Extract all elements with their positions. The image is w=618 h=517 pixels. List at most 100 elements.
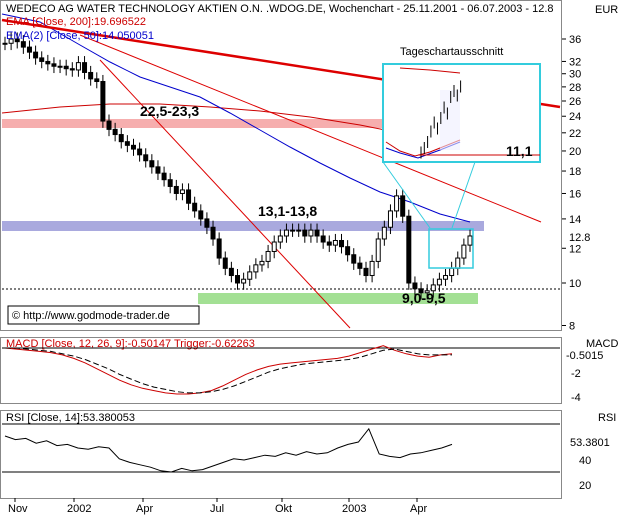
rsi-last-value: 53.3801: [570, 437, 610, 449]
trendline-mid: [79, 34, 542, 223]
rsi-tick: 40: [579, 455, 591, 467]
x-tick-label: Apr: [410, 503, 427, 515]
candle: [424, 290, 430, 294]
candle: [161, 172, 167, 181]
ema50-legend: EMA(2) [Close, 50]:14.050051: [6, 30, 154, 42]
candle: [339, 239, 345, 248]
candle: [100, 81, 106, 122]
candle: [290, 229, 296, 232]
price-tick-label: 20: [569, 146, 581, 158]
trendline-steep: [99, 59, 351, 329]
price-tick-label: 22: [569, 128, 581, 140]
candle: [412, 282, 418, 290]
price-tick-label: 12: [569, 243, 581, 255]
inset-price-bars: [420, 80, 462, 159]
candle: [308, 229, 314, 237]
candle: [26, 46, 32, 53]
candle: [461, 244, 467, 259]
candle: [82, 62, 88, 73]
candle: [296, 229, 302, 232]
rsi-axis-title: RSI: [598, 412, 616, 424]
macd-legend: MACD [Close, 12, 26, 9]:-0.50147 Trigger…: [6, 338, 255, 350]
macd-axis-title: MACD: [586, 338, 618, 350]
candle: [63, 65, 69, 70]
candle: [357, 262, 363, 269]
candle: [259, 260, 265, 266]
candle: [241, 278, 247, 284]
price-tick-label: 26: [569, 96, 581, 108]
candle: [186, 189, 192, 204]
candle: [20, 41, 26, 48]
candle: [149, 160, 155, 168]
candle: [351, 254, 357, 264]
zone-label-9-0: 9,0-9,5: [402, 290, 446, 306]
source-box: [7, 305, 200, 325]
price-bars: [2, 32, 473, 300]
x-axis: Nov 2002 Apr Jul Okt 2003 Apr: [8, 498, 427, 515]
candle: [345, 246, 351, 256]
candle: [235, 275, 240, 284]
candle: [326, 241, 332, 246]
macd-tick: -2: [571, 368, 581, 380]
chart-title: WEDECO AG WATER TECHNOLOGY AKTIEN O.N. .…: [6, 3, 554, 15]
candle: [394, 195, 400, 212]
candle: [106, 120, 112, 130]
candle: [320, 235, 326, 243]
candle: [363, 267, 369, 277]
candle: [387, 210, 393, 228]
macd-trigger-line: [5, 347, 452, 394]
x-tick-label: Okt: [275, 503, 292, 515]
candle: [192, 202, 198, 212]
price-tick-label: 10: [569, 278, 581, 290]
zone-resistance-22-5: [2, 119, 384, 128]
last-price-label: 12.8: [569, 232, 590, 244]
x-tick-label: Nov: [8, 503, 28, 515]
price-tick-label: 14: [569, 214, 581, 226]
candle: [430, 284, 436, 292]
inset-target-box: [428, 228, 474, 269]
candle: [51, 63, 57, 67]
price-pane: [0, 0, 562, 331]
price-tick-label: 24: [569, 111, 581, 123]
price-tick-label: 36: [569, 34, 581, 46]
candle: [155, 166, 161, 174]
candle: [436, 278, 442, 286]
price-tick-label: 28: [569, 82, 581, 94]
candle: [33, 51, 39, 59]
candle: [75, 62, 81, 71]
candle: [137, 148, 143, 156]
candle: [112, 128, 118, 136]
zone-label-22-5: 22,5-23,3: [140, 103, 199, 119]
candle: [283, 229, 289, 237]
candle: [455, 257, 461, 269]
inset-shade: [440, 90, 460, 150]
candle: [39, 57, 45, 62]
candle: [277, 235, 283, 243]
candle: [204, 218, 210, 228]
candle: [467, 235, 473, 246]
candle: [45, 60, 51, 65]
price-tick-label: 18: [569, 166, 581, 178]
daily-inset: [382, 63, 541, 163]
candle: [418, 288, 424, 294]
inset-title: Tageschartausschnitt: [400, 46, 503, 58]
rsi-tick: 20: [579, 480, 591, 492]
candle: [143, 154, 149, 162]
candle: [210, 226, 216, 240]
candle: [57, 65, 63, 68]
candle: [124, 141, 130, 146]
inset-connector: [382, 161, 431, 229]
candle: [94, 78, 100, 83]
x-tick-label: 2002: [67, 503, 91, 515]
candle: [302, 229, 308, 237]
price-tick-label: 16: [569, 188, 581, 200]
candle: [8, 38, 14, 44]
candle: [198, 210, 204, 220]
candle: [228, 267, 234, 277]
currency-label: EUR: [595, 4, 618, 16]
candle: [381, 226, 387, 240]
candle: [222, 257, 228, 269]
candle: [443, 275, 449, 280]
